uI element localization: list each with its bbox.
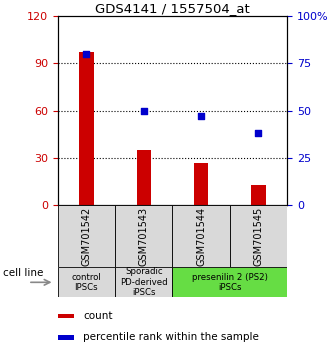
Bar <box>58 267 115 297</box>
Text: count: count <box>83 310 113 321</box>
Text: GSM701543: GSM701543 <box>139 207 149 266</box>
Title: GDS4141 / 1557504_at: GDS4141 / 1557504_at <box>95 2 250 15</box>
Text: GSM701544: GSM701544 <box>196 207 206 266</box>
Point <box>84 51 89 57</box>
Text: GSM701542: GSM701542 <box>82 207 91 266</box>
Text: Sporadic
PD-derived
iPSCs: Sporadic PD-derived iPSCs <box>120 267 168 297</box>
Bar <box>58 314 74 318</box>
Bar <box>194 163 208 205</box>
Bar <box>58 205 115 267</box>
Text: presenilin 2 (PS2)
iPSCs: presenilin 2 (PS2) iPSCs <box>192 273 268 292</box>
Bar <box>115 205 173 267</box>
Text: percentile rank within the sample: percentile rank within the sample <box>83 332 259 342</box>
Bar <box>79 52 94 205</box>
Bar <box>251 185 266 205</box>
Bar <box>173 267 287 297</box>
Bar <box>137 150 151 205</box>
Bar <box>58 335 74 340</box>
Bar <box>115 267 173 297</box>
Text: cell line: cell line <box>3 268 44 279</box>
Point <box>141 108 147 114</box>
Bar <box>173 205 230 267</box>
Point <box>198 114 204 119</box>
Bar <box>230 205 287 267</box>
Text: GSM701545: GSM701545 <box>253 207 263 266</box>
Text: control
IPSCs: control IPSCs <box>72 273 101 292</box>
Point <box>256 131 261 136</box>
